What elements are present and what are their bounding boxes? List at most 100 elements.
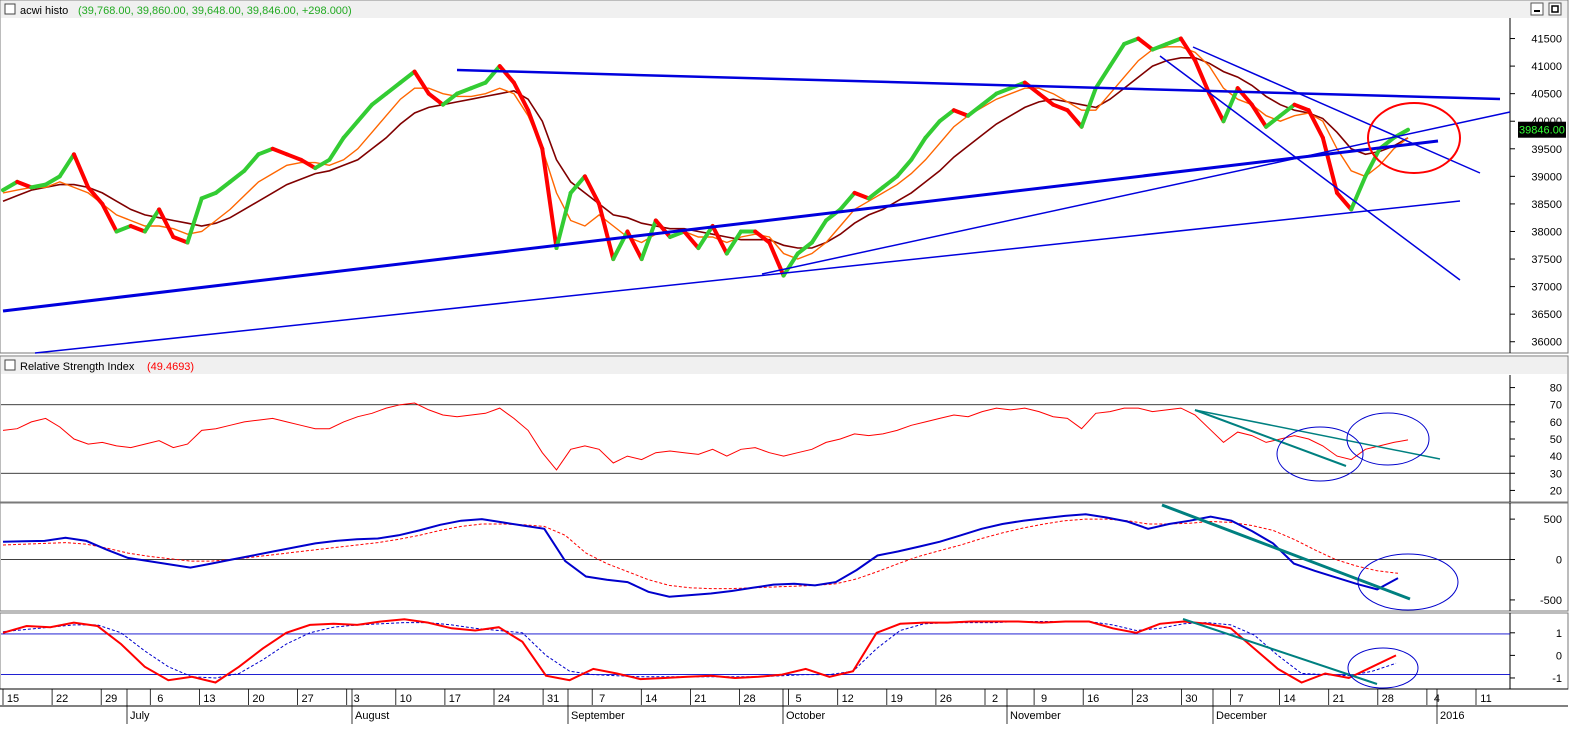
- price-title-bar: [1, 1, 1567, 18]
- rsi-title-bar: [1, 357, 1567, 374]
- rsi-window-icon: [4, 359, 16, 371]
- price-segment: [440, 91, 460, 107]
- price-segment: [753, 229, 772, 245]
- month-label: 2016: [1440, 710, 1464, 722]
- month-label: November: [1010, 710, 1061, 722]
- price-segment: [639, 218, 658, 262]
- rsi-tick-label: 80: [1550, 383, 1562, 395]
- stoch-tick-label: 0: [1556, 650, 1562, 662]
- price-segment: [71, 152, 91, 190]
- price-minimize-button[interactable]: [1530, 2, 1544, 16]
- month-label: August: [355, 710, 389, 722]
- price-segment: [469, 80, 488, 91]
- price-segment: [86, 185, 105, 206]
- price-segment: [909, 135, 928, 162]
- price-window-icon: [4, 3, 16, 15]
- price-segment: [29, 182, 48, 190]
- price-segment: [895, 157, 914, 179]
- rsi-title: Relative Strength Index: [20, 361, 135, 373]
- day-tick-label: 23: [1136, 693, 1148, 705]
- rsi-tick-label: 20: [1550, 485, 1562, 497]
- price-segment: [228, 168, 247, 184]
- day-tick-label: 31: [547, 693, 559, 705]
- macd-panel: [0, 502, 1569, 612]
- price-segment: [866, 185, 885, 201]
- price-segment: [724, 229, 743, 256]
- price-segment: [1, 179, 20, 193]
- day-tick-label: 14: [1283, 693, 1295, 705]
- price-segment: [951, 108, 971, 118]
- price-segment: [1207, 91, 1226, 124]
- price-segment: [1306, 108, 1325, 140]
- price-segment: [994, 86, 1013, 96]
- price-segment: [15, 179, 34, 190]
- price-segment: [880, 174, 900, 190]
- price-tick-label: 39500: [1531, 144, 1562, 156]
- price-segment: [185, 196, 204, 245]
- price-segment: [1051, 102, 1070, 113]
- rsi-line: [2, 402, 1409, 471]
- day-tick-label: 7: [1237, 693, 1243, 705]
- rsi-tick-label: 30: [1550, 468, 1562, 480]
- day-tick-label: 12: [842, 693, 854, 705]
- price-segment: [1065, 108, 1084, 129]
- price-segment: [568, 174, 587, 195]
- price-segment: [213, 179, 233, 195]
- price-tick-label: 39000: [1531, 171, 1562, 183]
- rsi-tick-label: 50: [1550, 434, 1562, 446]
- price-segment: [1320, 135, 1340, 195]
- price-segment: [1249, 102, 1269, 129]
- price-segment: [781, 251, 800, 278]
- month-label: October: [786, 710, 825, 722]
- day-tick-label: 6: [157, 693, 163, 705]
- price-maximize-button[interactable]: [1548, 2, 1562, 16]
- day-tick-label: 22: [56, 693, 68, 705]
- price-segment: [1221, 86, 1240, 124]
- price-segment: [511, 80, 531, 113]
- rsi-panel: [0, 355, 1569, 503]
- month-label: July: [130, 710, 150, 722]
- price-segment: [923, 119, 942, 140]
- rsi-tick-label: 60: [1550, 417, 1562, 429]
- price-title: acwi histo: [20, 5, 68, 17]
- price-segment: [57, 152, 76, 179]
- price-segment: [809, 218, 829, 245]
- price-tick-label: 38000: [1531, 226, 1562, 238]
- macd-highlight-circle: [1357, 553, 1459, 611]
- price-segment: [795, 240, 814, 256]
- macd-tick-label: -500: [1540, 595, 1562, 607]
- price-segment: [1107, 42, 1127, 69]
- slow-moving-average-line: [2, 57, 1409, 249]
- price-segment: [1349, 174, 1368, 212]
- day-tick-label: 30: [1185, 693, 1197, 705]
- price-segment: [483, 64, 502, 85]
- price-tick-label: 36000: [1531, 337, 1562, 349]
- stoch-line: [2, 618, 1397, 684]
- price-segment: [426, 91, 445, 107]
- day-tick-label: 10: [400, 693, 412, 705]
- price-segment: [966, 102, 985, 118]
- rsi-highlight-circle: [1276, 426, 1364, 482]
- price-tick-label: 37000: [1531, 282, 1562, 294]
- price-segment: [1278, 102, 1297, 118]
- day-tick-label: 20: [252, 693, 264, 705]
- price-segment: [682, 229, 701, 251]
- day-tick-label: 13: [203, 693, 215, 705]
- price-segment: [653, 218, 673, 239]
- price-segment: [497, 64, 516, 85]
- day-tick-label: 21: [1333, 693, 1345, 705]
- price-tick-label: 41500: [1531, 34, 1562, 46]
- price-segment: [1178, 36, 1198, 63]
- price-segment: [157, 207, 176, 239]
- falling-trend-line-lower: [1159, 55, 1461, 281]
- price-segment: [526, 108, 545, 151]
- macd-teal-trend-line: [1161, 503, 1411, 601]
- price-segment: [128, 223, 147, 234]
- price-tick-label: 36500: [1531, 309, 1562, 321]
- day-tick-label: 5: [796, 693, 802, 705]
- day-tick-label: 26: [940, 693, 952, 705]
- upper-resistance-trend-line: [456, 68, 1501, 101]
- price-segment: [43, 174, 62, 187]
